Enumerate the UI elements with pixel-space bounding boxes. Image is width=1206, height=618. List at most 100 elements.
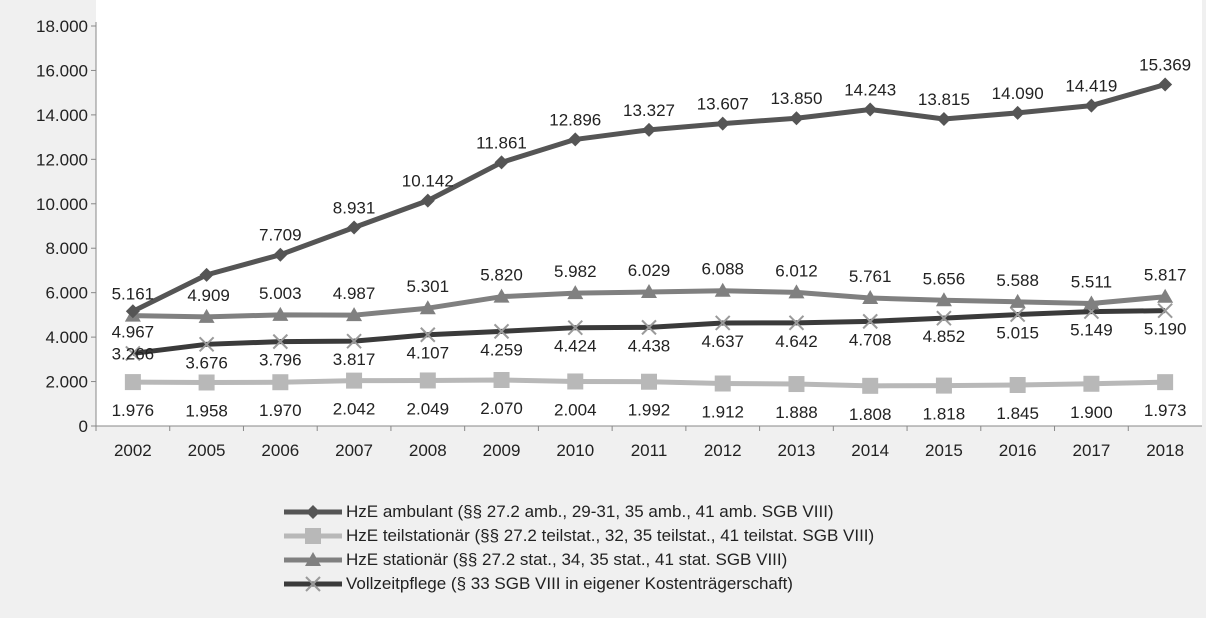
- data-point-square: [567, 373, 584, 390]
- legend-swatch: [284, 528, 342, 544]
- data-point-diamond: [273, 247, 288, 262]
- data-label: 5.511: [1071, 273, 1112, 292]
- data-point-triangle: [1157, 288, 1174, 303]
- data-label: 14.090: [992, 84, 1044, 103]
- data-point-square: [305, 528, 321, 544]
- data-point-square: [1083, 375, 1100, 392]
- data-point-diamond: [642, 122, 656, 137]
- legend-item: HzE stationär (§§ 27.2 stat., 34, 35 sta…: [282, 548, 1042, 572]
- data-point-triangle: [935, 292, 952, 307]
- data-point-x: [641, 319, 657, 336]
- x-tick-label: 2018: [1146, 441, 1184, 460]
- y-tick-label: 18.000: [36, 17, 88, 36]
- y-tick-label: 2.000: [45, 373, 88, 392]
- data-point-triangle: [272, 306, 289, 321]
- data-label: 5.656: [923, 269, 966, 288]
- data-point-square: [788, 376, 805, 393]
- x-tick-label: 2008: [409, 441, 447, 460]
- data-label: 4.107: [407, 344, 450, 363]
- data-label: 5.817: [1144, 266, 1187, 285]
- legend-item: HzE ambulant (§§ 27.2 amb., 29-31, 35 am…: [282, 500, 1042, 524]
- data-label: 1.976: [112, 401, 155, 420]
- x-tick-label: 2014: [851, 441, 889, 460]
- data-point-triangle: [714, 282, 731, 297]
- x-tick-label: 2013: [778, 441, 816, 460]
- data-point-diamond: [715, 116, 730, 131]
- data-point-diamond: [568, 132, 583, 147]
- data-point-diamond: [125, 304, 140, 319]
- y-tick-label: 14.000: [36, 106, 88, 125]
- data-point-x: [1009, 306, 1026, 323]
- x-tick-label: 2009: [483, 441, 521, 460]
- data-label: 1.992: [628, 401, 671, 420]
- data-point-x: [272, 333, 289, 350]
- data-point-diamond: [420, 193, 435, 208]
- data-label: 1.900: [1070, 403, 1113, 422]
- data-label: 5.149: [1070, 321, 1113, 340]
- data-point-triangle: [862, 289, 879, 304]
- legend-label: HzE teilstationär (§§ 27.2 teilstat., 32…: [346, 526, 875, 545]
- data-label: 14.243: [844, 80, 896, 99]
- y-tick-label: 12.000: [36, 150, 88, 169]
- data-point-square: [1009, 377, 1026, 393]
- x-tick-label: 2012: [704, 441, 742, 460]
- x-tick-label: 2016: [999, 441, 1037, 460]
- data-label: 3.796: [259, 351, 302, 370]
- data-label: 7.709: [259, 226, 302, 245]
- data-point-x: [198, 336, 215, 353]
- data-label: 5.190: [1144, 320, 1187, 339]
- legend-label: Vollzeitpflege (§ 33 SGB VIII in eigener…: [346, 574, 793, 593]
- data-point-diamond: [936, 112, 951, 126]
- x-tick-label: 2005: [188, 441, 226, 460]
- data-label: 5.982: [554, 262, 597, 281]
- data-point-square: [493, 372, 510, 388]
- legend: HzE ambulant (§§ 27.2 amb., 29-31, 35 am…: [282, 500, 1042, 596]
- data-label: 1.970: [259, 401, 302, 420]
- data-label: 4.424: [554, 337, 597, 356]
- data-point-x: [1157, 302, 1173, 319]
- data-label: 8.931: [333, 199, 376, 218]
- data-label: 5.588: [996, 271, 1039, 290]
- data-point-x: [567, 319, 583, 336]
- data-label: 1.973: [1144, 401, 1187, 420]
- data-label: 4.852: [923, 327, 966, 346]
- data-point-square: [641, 373, 657, 390]
- legend-label: HzE stationär (§§ 27.2 stat., 34, 35 sta…: [346, 550, 788, 569]
- x-tick-label: 2017: [1072, 441, 1110, 460]
- y-tick-label: 10.000: [36, 195, 88, 214]
- data-point-x: [862, 313, 878, 330]
- data-label: 2.070: [480, 399, 523, 418]
- data-label: 5.301: [407, 277, 450, 296]
- data-label: 1.818: [923, 405, 966, 424]
- y-tick-label: 16.000: [36, 61, 88, 80]
- data-point-triangle: [1009, 293, 1026, 308]
- data-point-triangle: [419, 300, 436, 315]
- data-point-triangle: [198, 308, 215, 323]
- data-label: 6.088: [701, 260, 744, 279]
- data-label: 4.259: [480, 340, 523, 359]
- data-point-triangle: [346, 307, 363, 322]
- data-label: 1.958: [185, 401, 228, 420]
- x-tick-label: 2010: [556, 441, 594, 460]
- data-label: 4.909: [187, 286, 230, 305]
- data-point-x: [125, 345, 141, 362]
- data-point-triangle: [788, 284, 805, 299]
- data-point-square: [198, 374, 215, 391]
- data-label: 5.003: [259, 284, 302, 303]
- data-label: 5.161: [112, 284, 155, 303]
- data-label: 1.888: [775, 403, 818, 422]
- legend-swatch: [284, 505, 342, 519]
- data-point-x: [305, 576, 321, 592]
- y-tick-label: 4.000: [45, 328, 88, 347]
- data-label: 4.438: [628, 336, 671, 355]
- data-point-x: [346, 333, 362, 349]
- data-label: 2.042: [333, 400, 376, 419]
- data-point-diamond: [1158, 77, 1173, 92]
- data-point-square: [935, 377, 952, 394]
- legend-swatch: [284, 552, 342, 566]
- data-label: 12.896: [549, 110, 601, 129]
- data-point-diamond: [863, 102, 878, 117]
- data-point-x: [493, 323, 510, 340]
